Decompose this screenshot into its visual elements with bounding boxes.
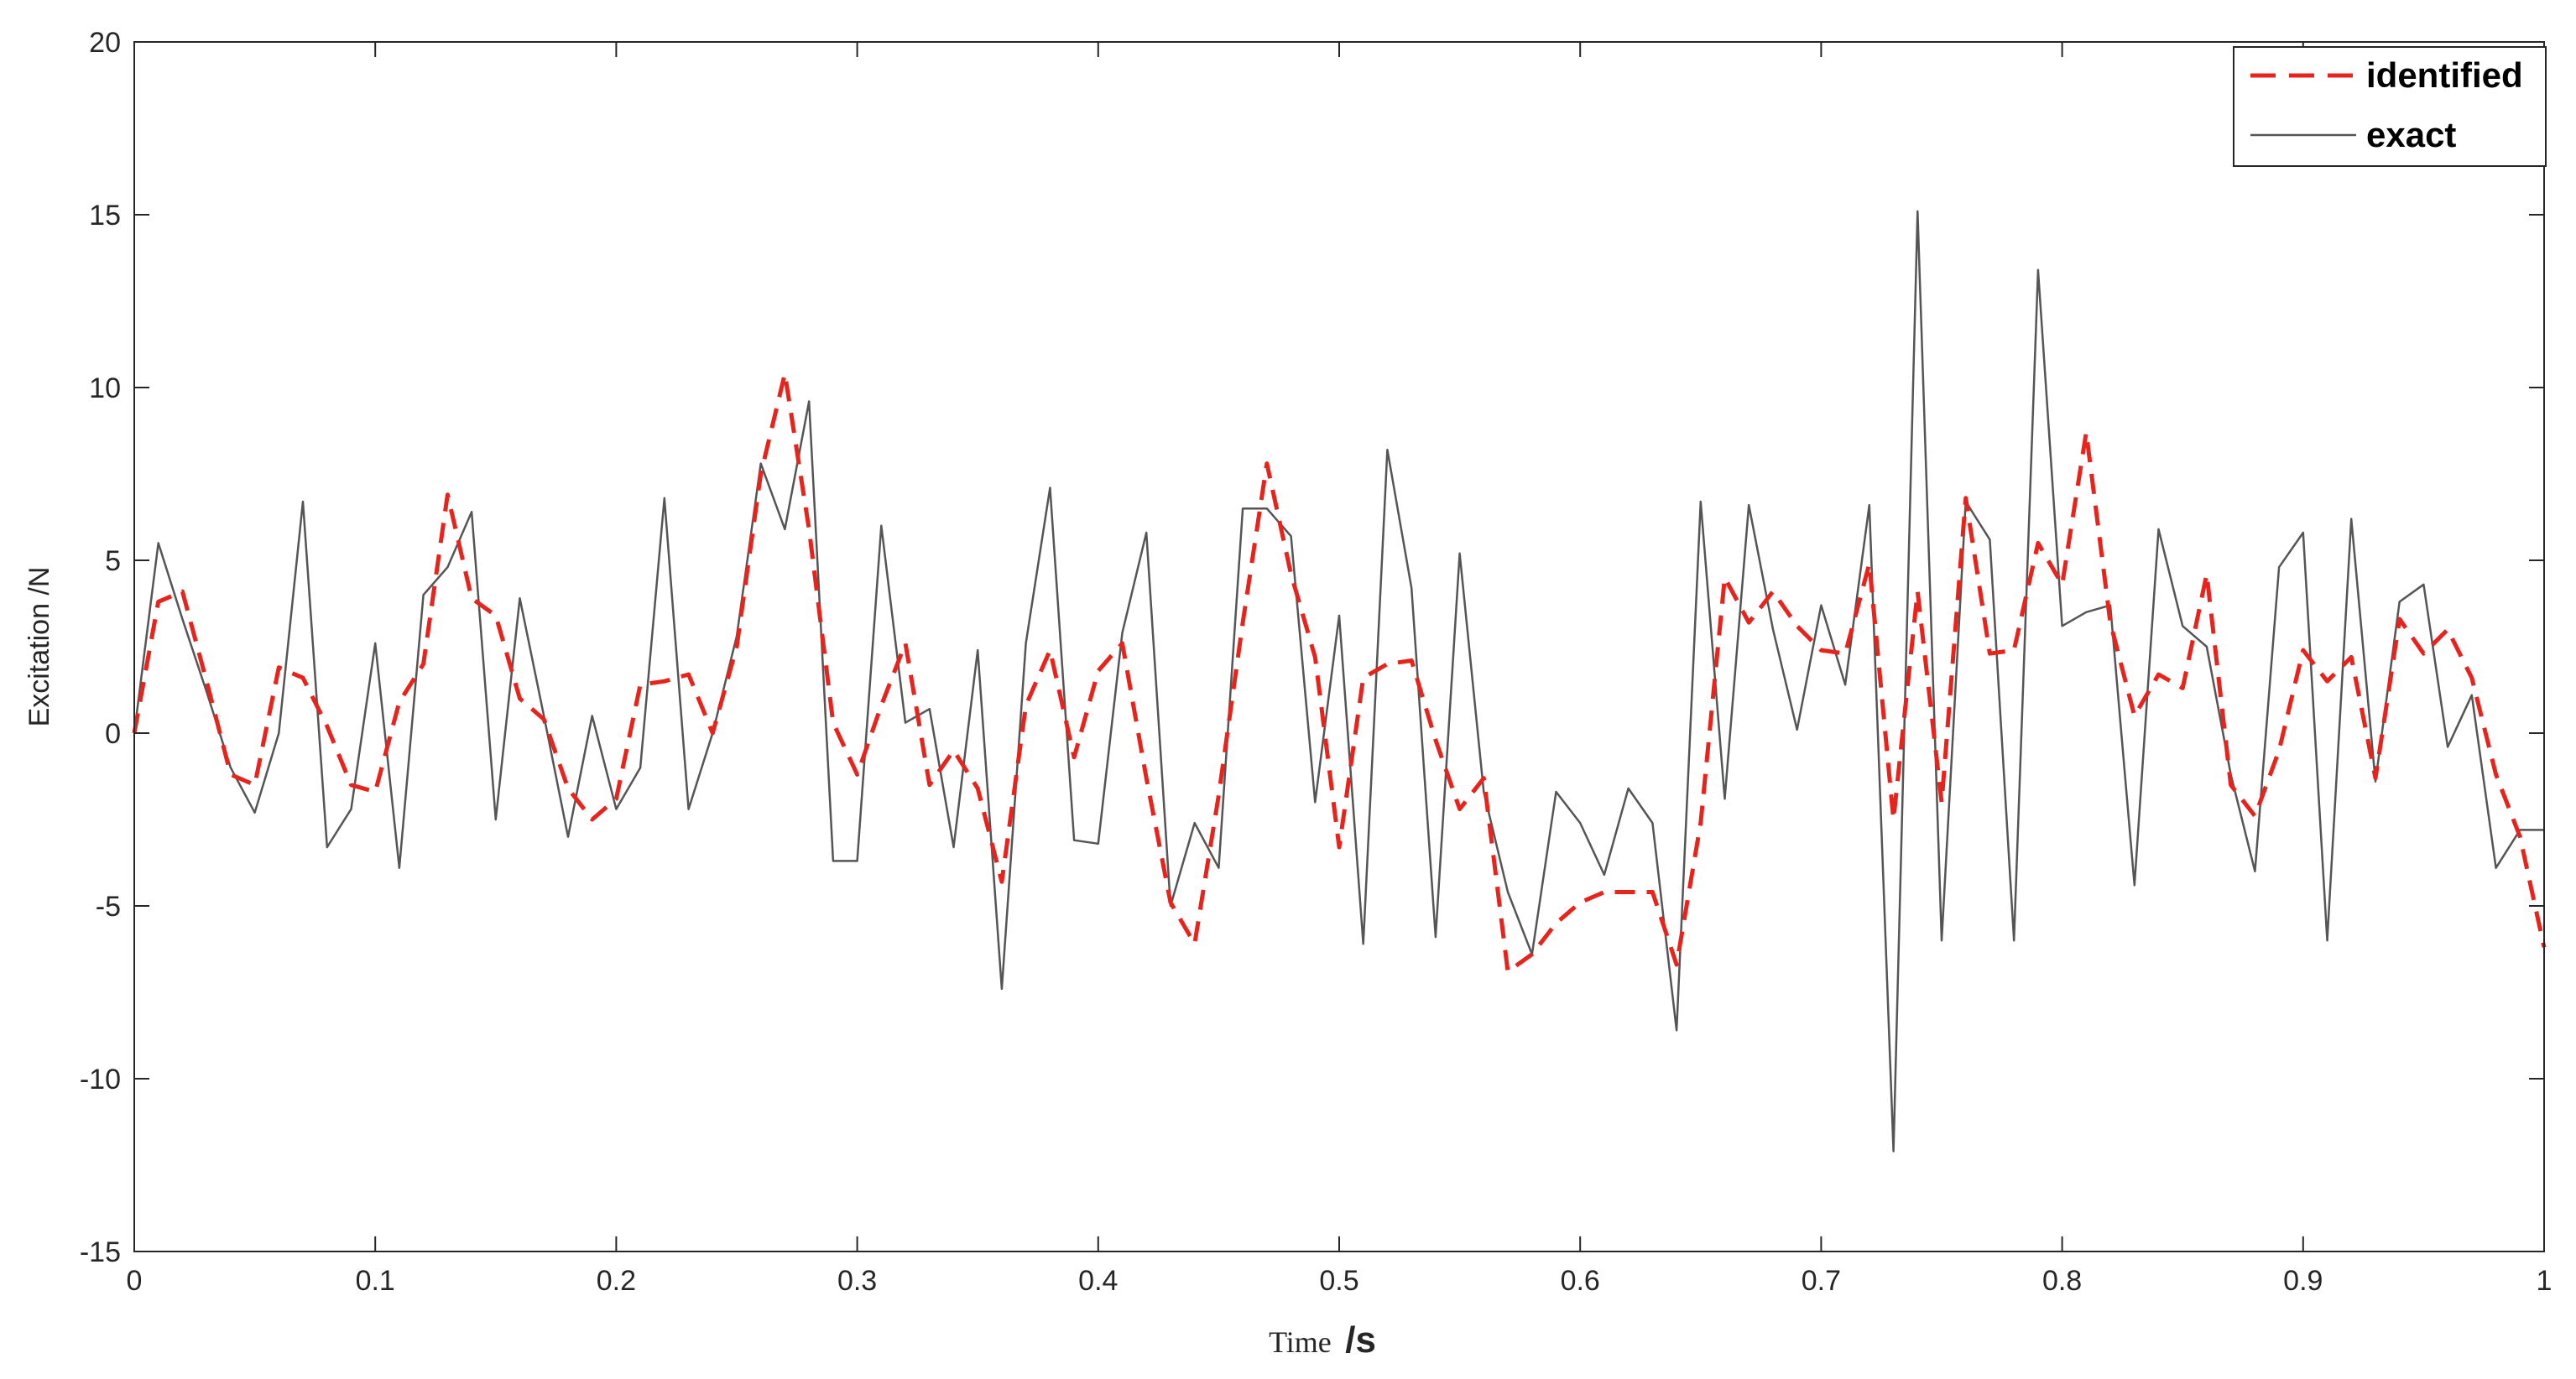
y-tick-label: 20 [89,27,121,59]
x-tick-label: 0.4 [1078,1265,1118,1297]
series-line-exact [133,210,2544,1153]
y-tick-label: 15 [89,200,121,232]
legend-label-identified: identified [2366,55,2523,95]
y-tick-label: -15 [80,1236,121,1268]
y-tick-label: 0 [105,718,121,750]
y-tick-label: -10 [80,1064,121,1095]
x-tick-label: 0.7 [1802,1265,1841,1297]
x-tick-label: 0.5 [1319,1265,1358,1297]
series-layer [132,210,2547,1153]
legend-box [2233,46,2547,167]
x-tick-label: 0.8 [2042,1265,2082,1297]
x-tick-label: 0.3 [837,1265,877,1297]
x-tick-label: 1 [2537,1265,2553,1297]
legend-label-exact: exact [2366,115,2456,154]
y-axis-title: Excitation /N [23,567,55,727]
y-tick-label: 10 [89,372,121,404]
x-tick-label: 0.1 [356,1265,395,1297]
series-line-identified [132,372,2547,974]
x-tick-label: 0.2 [597,1265,636,1297]
y-tick-label: 5 [105,545,121,577]
x-axis-title-main: Time [1269,1325,1332,1359]
x-tick-label: 0.6 [1561,1265,1600,1297]
legend: identified exact [2233,46,2547,167]
tick-labels-layer: 0 0.1 0.2 0.3 0.4 0.5 0.6 0.7 0.8 0.9 1 -15 -10 -5 0 5 1… [80,27,2553,1297]
y-tick-label: -5 [96,891,121,923]
x-axis-title: Time /s [1269,1319,1376,1361]
x-tick-label: 0.9 [2283,1265,2323,1297]
x-axis-title-unit: /s [1345,1319,1376,1361]
x-tick-label: 0 [127,1265,143,1297]
